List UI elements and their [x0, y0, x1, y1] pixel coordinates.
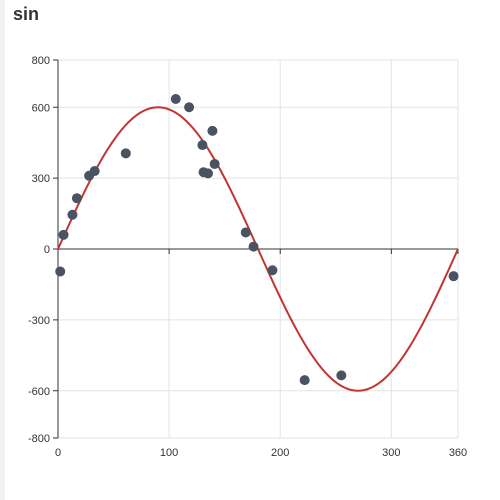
- scatter-point[interactable]: [197, 140, 208, 151]
- scatter-point[interactable]: [67, 209, 78, 220]
- left-edge-bar: [0, 0, 5, 500]
- scatter-point[interactable]: [336, 370, 347, 381]
- y-tick-label: 600: [32, 102, 50, 114]
- scatter-point[interactable]: [240, 227, 251, 238]
- scatter-point[interactable]: [58, 229, 69, 240]
- sine-curve-layer: [57, 106, 459, 392]
- scatter-point[interactable]: [170, 93, 181, 104]
- scatter-point[interactable]: [55, 266, 66, 277]
- x-tick-label: 100: [160, 447, 178, 459]
- y-tick-label: -600: [28, 386, 50, 398]
- scatter-point[interactable]: [71, 193, 82, 204]
- y-tick-label: -300: [28, 315, 50, 327]
- scatter-point[interactable]: [209, 158, 220, 169]
- y-tick-label: 300: [32, 173, 50, 185]
- y-tick-label: 0: [44, 244, 50, 256]
- scatter-point[interactable]: [184, 102, 195, 113]
- tick-labels: -800 -600 -300 0 300 600 800 0 100 200 300 360: [28, 55, 467, 459]
- x-tick-label: 300: [382, 447, 400, 459]
- x-tick-label: 200: [271, 447, 289, 459]
- sine-curve: [57, 106, 459, 392]
- scatter-point[interactable]: [207, 125, 218, 136]
- scatter-points: [55, 93, 459, 386]
- scatter-point[interactable]: [267, 265, 278, 276]
- scatter-point[interactable]: [248, 241, 259, 252]
- scatter-point[interactable]: [89, 166, 100, 177]
- y-tick-label: 800: [32, 55, 50, 67]
- scatter-point[interactable]: [203, 168, 213, 179]
- x-tick-label: 0: [55, 447, 61, 459]
- x-tick-label: 360: [449, 447, 467, 459]
- chart-title: sin: [13, 4, 40, 24]
- scatter-point[interactable]: [448, 271, 459, 282]
- y-tick-label: -800: [28, 433, 50, 445]
- scatter-point[interactable]: [299, 375, 310, 386]
- scatter-point[interactable]: [120, 148, 131, 159]
